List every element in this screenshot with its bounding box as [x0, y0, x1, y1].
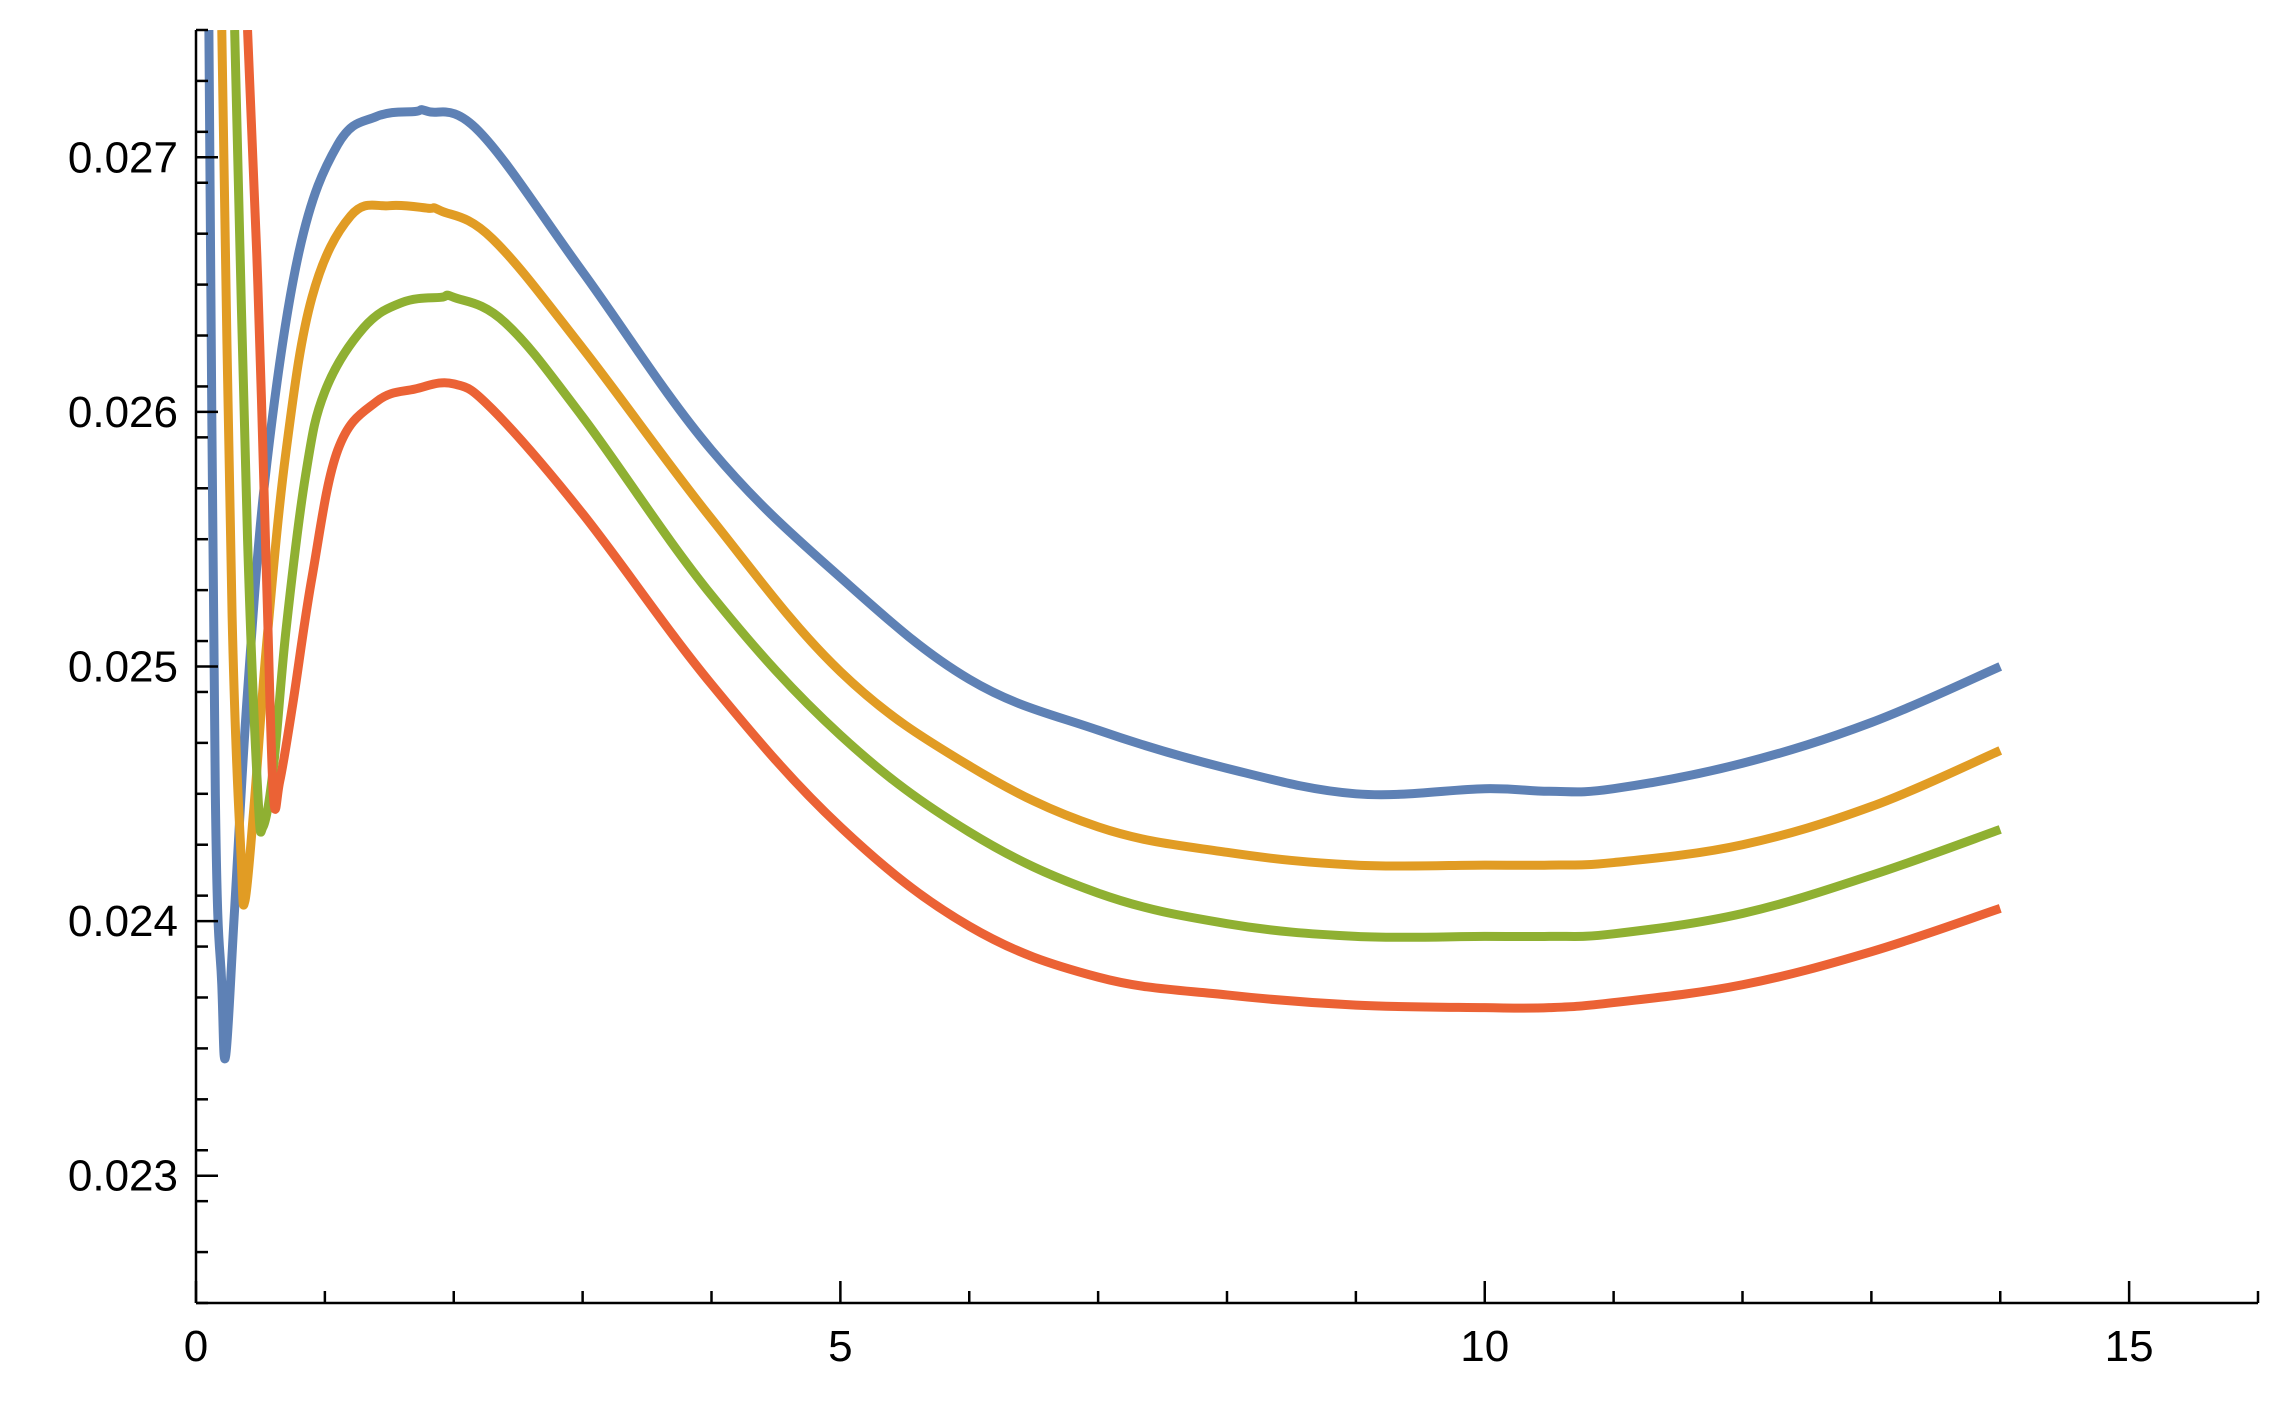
series-layer	[204, 30, 2003, 1064]
x-tick-label: 10	[1460, 1322, 1509, 1371]
y-tick-label: 0.024	[68, 897, 178, 946]
y-tick-label: 0.023	[68, 1152, 178, 1201]
x-tick-label: 5	[828, 1322, 852, 1371]
series-line-2	[217, 30, 2003, 910]
x-tick-label: 15	[2105, 1322, 2154, 1371]
series-line-3	[230, 30, 2002, 942]
y-tick-label: 0.027	[68, 133, 178, 182]
x-tick-label: 0	[184, 1322, 208, 1371]
axes-layer: 0 5 10 15 0.023 0.024 0.025 0.026 0.027	[68, 28, 2260, 1371]
y-tick-label: 0.026	[68, 388, 178, 437]
series-line-4	[243, 30, 2002, 1013]
y-tick-label: 0.025	[68, 643, 178, 692]
series-line-1	[204, 30, 2003, 1064]
